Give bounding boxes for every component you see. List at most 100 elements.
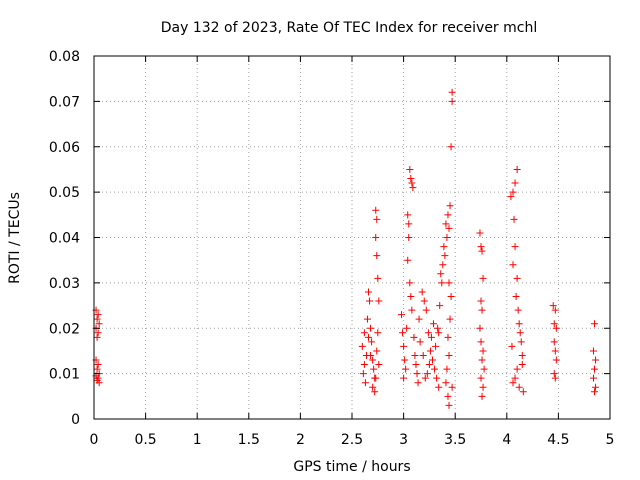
data-point (365, 333, 373, 341)
y-tick-label: 0.03 (49, 276, 80, 292)
data-point (517, 338, 525, 346)
data-point (446, 315, 454, 323)
data-point (406, 165, 414, 173)
data-point (411, 351, 419, 359)
data-point (426, 347, 434, 355)
x-tick-label: 3.5 (444, 432, 466, 448)
data-point (589, 347, 597, 355)
data-point (518, 361, 526, 369)
data-point (373, 347, 381, 355)
y-tick-label: 0.04 (49, 231, 80, 247)
data-point (447, 292, 455, 300)
data-point (94, 329, 102, 337)
y-tick-label: 0.07 (49, 94, 80, 110)
data-point (515, 383, 523, 391)
data-point (550, 338, 558, 346)
data-point (375, 361, 383, 369)
data-point (413, 370, 421, 378)
data-point (374, 274, 382, 282)
data-point (519, 388, 527, 396)
grid-lines (94, 56, 610, 419)
data-point (476, 324, 484, 332)
data-point (509, 261, 517, 269)
data-point (443, 234, 451, 241)
data-point (516, 329, 524, 337)
data-point (365, 288, 373, 296)
data-point (511, 374, 519, 382)
data-point (372, 234, 380, 241)
data-point (513, 365, 521, 373)
y-tick-label: 0.08 (49, 49, 80, 65)
data-point (442, 220, 450, 228)
data-point (549, 302, 557, 310)
data-point (550, 320, 558, 328)
data-point (93, 365, 101, 373)
data-point (435, 383, 443, 391)
data-point (445, 401, 453, 409)
data-point (403, 324, 411, 332)
data-point (93, 315, 101, 323)
data-point (431, 365, 439, 373)
data-point (591, 320, 599, 328)
data-point (369, 383, 377, 391)
data-point (372, 374, 380, 382)
data-point (442, 379, 450, 387)
data-point (444, 392, 452, 400)
data-point (370, 365, 378, 373)
data-point (432, 342, 440, 350)
data-point (518, 351, 526, 359)
data-point (402, 365, 410, 373)
data-point (446, 202, 454, 210)
data-point (551, 306, 559, 314)
data-point (448, 97, 456, 105)
data-point (93, 333, 101, 341)
data-point (408, 306, 416, 314)
data-point (371, 388, 379, 396)
data-point (550, 370, 558, 378)
data-point (419, 351, 427, 359)
y-tick-label: 0 (71, 412, 80, 428)
data-point (551, 347, 559, 355)
data-point (414, 379, 422, 387)
x-tick-label: 4.5 (547, 432, 569, 448)
data-point (477, 243, 485, 251)
data-point (440, 243, 448, 251)
y-tick-label: 0.02 (49, 321, 80, 337)
data-point (427, 333, 435, 341)
data-point (479, 347, 487, 355)
data-point (476, 229, 484, 237)
data-point (399, 329, 407, 337)
x-tick-label: 5 (606, 432, 615, 448)
data-point (95, 379, 103, 387)
data-point (415, 315, 423, 323)
data-point (405, 220, 413, 228)
data-point (359, 370, 367, 378)
data-point (479, 274, 487, 282)
data-point (507, 193, 515, 201)
data-point (369, 356, 377, 364)
data-point (363, 315, 371, 323)
data-point (418, 288, 426, 296)
data-point (425, 361, 433, 369)
data-point (401, 356, 409, 364)
data-point (416, 338, 424, 346)
data-point (437, 270, 445, 278)
y-tick-label: 0.06 (49, 140, 80, 156)
data-point (444, 211, 452, 219)
data-points (92, 88, 600, 409)
data-point (448, 88, 456, 96)
x-axis-label: GPS time / hours (293, 459, 410, 475)
data-point (406, 279, 414, 287)
data-point (405, 234, 413, 241)
data-point (434, 324, 442, 332)
data-point (552, 324, 560, 332)
data-point (444, 333, 452, 341)
data-point (592, 356, 600, 364)
data-point (477, 374, 485, 382)
data-point (448, 383, 456, 391)
x-tick-label: 2.5 (341, 432, 363, 448)
data-point (435, 329, 443, 337)
data-point (477, 297, 485, 305)
data-point (404, 211, 412, 219)
